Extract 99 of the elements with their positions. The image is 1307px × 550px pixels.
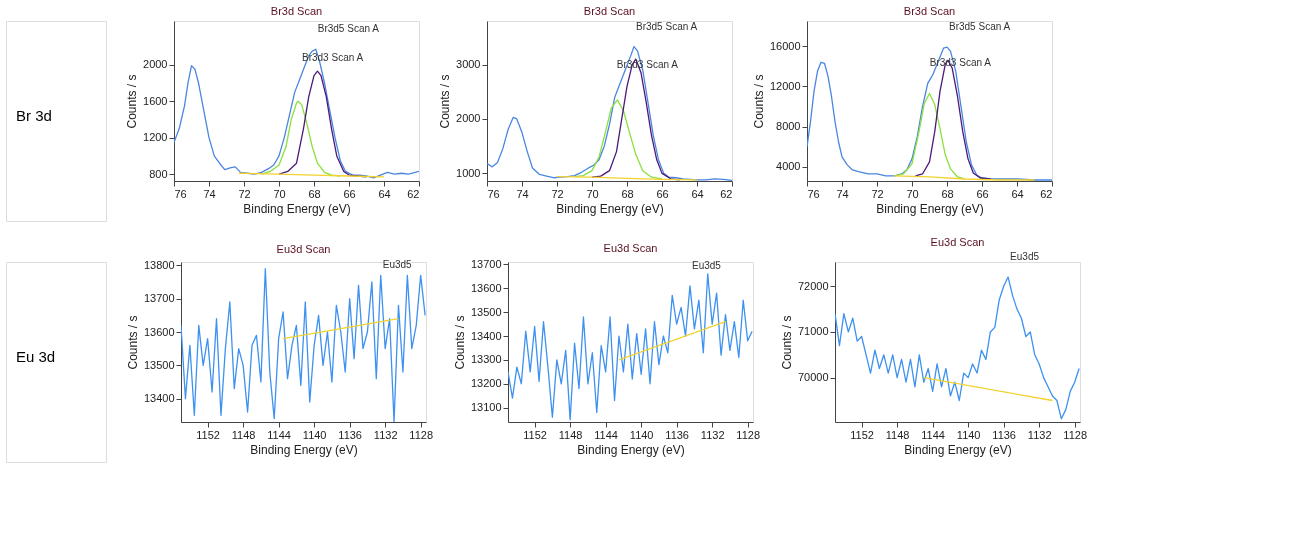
y-tick-label: 13500 (470, 305, 502, 318)
x-axis-title: Binding Energy (eV) (250, 442, 358, 457)
x-tick-label: 1148 (231, 428, 256, 441)
y-tick-label: 13400 (143, 392, 175, 405)
chart-title: Eu3d Scan (930, 236, 985, 249)
x-tick-label: 1128 (409, 428, 433, 441)
x-tick-label: 1132 (373, 428, 398, 441)
y-tick-label: 13700 (143, 292, 175, 305)
x-tick-label: 70 (906, 187, 919, 200)
x-tick-label: 64 (378, 187, 391, 200)
x-tick-label: 1148 (558, 428, 583, 441)
x-tick-label: 76 (487, 187, 500, 200)
x-axis-title: Binding Energy (eV) (904, 442, 1012, 457)
y-tick-label: 3000 (456, 58, 481, 71)
y-axis-title: Counts / s (125, 74, 140, 129)
y-axis-title: Counts / s (438, 74, 453, 129)
x-tick-label: 1132 (700, 428, 725, 441)
x-tick-label: 1152 (196, 428, 220, 441)
x-tick-label: 1132 (1027, 428, 1052, 441)
x-tick-label: 74 (203, 187, 216, 200)
y-tick-label: 12000 (769, 79, 801, 92)
x-tick-label: 72 (871, 187, 884, 200)
y-tick-label: 71000 (797, 325, 829, 338)
x-axis-title: Binding Energy (eV) (577, 442, 685, 457)
x-tick-label: 1152 (850, 428, 874, 441)
y-tick-label: 1000 (456, 166, 481, 179)
y-tick-label: 13300 (470, 353, 502, 366)
x-tick-label: 1136 (992, 428, 1016, 441)
x-tick-label: 62 (720, 187, 733, 200)
y-tick-label: 800 (149, 167, 168, 180)
x-tick-label: 68 (308, 187, 321, 200)
chart-title: Br3d Scan (903, 5, 956, 17)
x-tick-label: 1140 (629, 428, 654, 441)
x-tick-label: 66 (343, 187, 356, 200)
y-axis-title: Counts / s (125, 315, 140, 370)
x-axis-title: Binding Energy (eV) (876, 201, 984, 216)
x-tick-label: 1144 (921, 428, 945, 441)
x-tick-label: 68 (941, 187, 954, 200)
annotation: Eu3d5 (691, 259, 722, 271)
x-tick-label: 74 (836, 187, 849, 200)
x-tick-label: 1144 (267, 428, 291, 441)
y-tick-label: 13700 (470, 257, 502, 270)
chart-title: Eu3d Scan (603, 242, 658, 255)
annotation: Br3d5 Scan A (636, 20, 698, 32)
x-tick-label: 64 (691, 187, 704, 200)
y-tick-label: 1600 (143, 94, 168, 107)
x-tick-label: 1144 (594, 428, 618, 441)
y-tick-label: 1200 (143, 131, 168, 144)
y-tick-label: 13100 (470, 401, 502, 414)
x-tick-label: 1128 (1063, 428, 1087, 441)
y-tick-label: 13600 (143, 325, 175, 338)
y-tick-label: 72000 (797, 279, 829, 292)
annotation: Br3d5 Scan A (949, 21, 1011, 33)
y-tick-label: 13800 (143, 258, 175, 271)
y-tick-label: 2000 (456, 112, 481, 125)
x-tick-label: 1152 (523, 428, 547, 441)
x-tick-label: 70 (586, 187, 599, 200)
y-tick-label: 16000 (769, 39, 801, 52)
x-tick-label: 1148 (885, 428, 910, 441)
x-tick-label: 76 (174, 187, 187, 200)
y-axis-title: Counts / s (779, 315, 794, 370)
x-tick-label: 68 (621, 187, 634, 200)
x-tick-label: 72 (551, 187, 564, 200)
x-tick-label: 76 (807, 187, 820, 200)
line-series (914, 59, 992, 180)
y-tick-label: 13200 (470, 377, 502, 390)
annotation: Eu3d5 (1010, 251, 1040, 263)
y-tick-label: 13400 (470, 329, 502, 342)
chart-title: Br3d Scan (270, 5, 323, 17)
y-tick-label: 13600 (470, 281, 502, 294)
y-tick-label: 4000 (776, 160, 801, 173)
x-tick-label: 62 (1040, 187, 1053, 200)
x-axis-title: Binding Energy (eV) (243, 201, 351, 216)
x-tick-label: 66 (656, 187, 669, 200)
y-tick-label: 2000 (143, 58, 168, 71)
x-tick-label: 64 (1011, 187, 1024, 200)
x-tick-label: 1136 (338, 428, 362, 441)
x-tick-label: 66 (976, 187, 989, 200)
x-tick-label: 74 (516, 187, 529, 200)
y-axis-title: Counts / s (751, 74, 766, 129)
x-tick-label: 62 (407, 187, 420, 200)
x-tick-label: 1136 (665, 428, 689, 441)
y-tick-label: 70000 (797, 371, 829, 384)
y-tick-label: 8000 (776, 120, 801, 133)
chart-title: Eu3d Scan (276, 243, 331, 256)
line-series (260, 100, 341, 177)
text: Br 3d (16, 107, 52, 124)
x-tick-label: 70 (273, 187, 286, 200)
annotation: Br3d5 Scan A (317, 23, 380, 35)
x-axis-title: Binding Energy (eV) (556, 201, 664, 216)
x-tick-label: 1140 (956, 428, 981, 441)
x-tick-label: 1128 (736, 428, 760, 441)
y-tick-label: 13500 (143, 358, 175, 371)
y-axis-title: Counts / s (452, 315, 467, 370)
annotation: Eu3d5 (382, 259, 413, 271)
x-tick-label: 72 (238, 187, 251, 200)
chart-title: Br3d Scan (583, 5, 636, 17)
text: Eu 3d (16, 348, 56, 365)
x-tick-label: 1140 (302, 428, 327, 441)
